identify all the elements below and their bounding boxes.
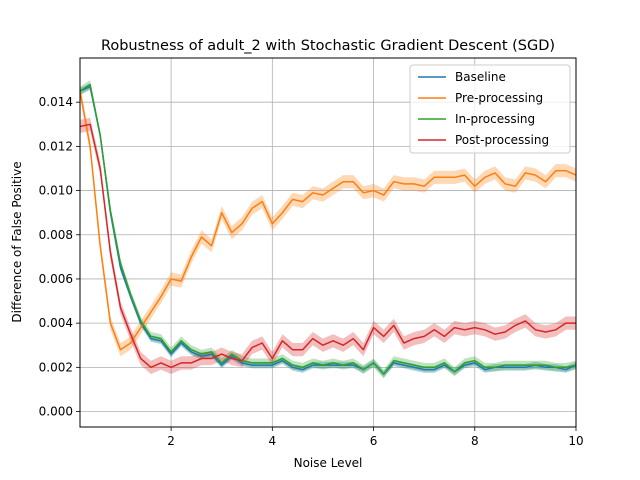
post-processing-line (79, 123, 576, 369)
x-axis-ticks: 2 4 6 8 10 (167, 427, 584, 448)
legend-label-in-processing: In-processing (455, 112, 535, 126)
y-tick-label: 0.014 (39, 95, 73, 109)
legend-label-baseline: Baseline (455, 70, 506, 84)
x-tick-label: 4 (269, 434, 277, 448)
y-tick-label: 0.008 (39, 228, 73, 242)
x-axis-label: Noise Level (294, 456, 363, 470)
grid (80, 58, 577, 427)
x-tick-label: 2 (167, 434, 175, 448)
plot-frame (79, 57, 577, 428)
legend-label-pre-processing: Pre-processing (455, 91, 543, 105)
legend-box (409, 64, 571, 154)
legend: Baseline Pre-processing In-processing Post-… (409, 64, 571, 154)
y-tick-label: 0.004 (39, 316, 73, 330)
legend-label-post-processing: Post-processing (455, 133, 549, 147)
x-tick-label: 8 (471, 434, 479, 448)
y-tick-label: 0.012 (39, 139, 73, 153)
x-tick-label: 10 (568, 434, 583, 448)
y-tick-label: 0.000 (39, 405, 73, 419)
series-lines (79, 83, 577, 375)
in-processing-line (79, 83, 577, 375)
chart-title: Robustness of adult_2 with Stochastic Gr… (101, 38, 555, 54)
y-tick-label: 0.006 (39, 272, 73, 286)
pre-processing-line (79, 90, 577, 351)
x-tick-label: 6 (370, 434, 378, 448)
y-tick-label: 0.002 (39, 360, 73, 374)
y-tick-label: 0.010 (39, 184, 73, 198)
y-axis-label: Difference of False Positive (10, 161, 24, 322)
y-axis-ticks: 0.000 0.002 0.004 0.006 0.008 0.010 0.012 0.014 (39, 95, 80, 419)
